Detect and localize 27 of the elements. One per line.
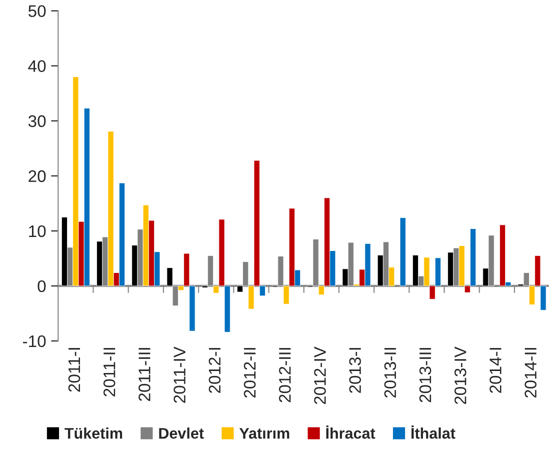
x-tick-label: 2011-I [68, 348, 80, 392]
legend-label: İthalat [411, 426, 456, 439]
bar [400, 217, 406, 286]
x-tick-label: 2012-IV [314, 346, 326, 404]
x-tick-label: 2012-II [244, 348, 256, 398]
y-tick-label: 40 [28, 60, 46, 72]
x-tick-label: 2012-I [208, 348, 221, 393]
legend-label: İhracat [326, 426, 376, 439]
y-tick-label: 30 [28, 115, 46, 128]
legend-label: Tüketim [64, 428, 122, 439]
x-tick-label: 2014-I [490, 348, 502, 393]
x-tick-label: 2014-II [524, 348, 536, 398]
x-tick-label: 2013-I [349, 348, 361, 393]
x-tick-label: 2013-II [384, 348, 396, 398]
x-tick-label: 2011-III [138, 348, 150, 401]
y-tick-label: 50 [28, 5, 46, 18]
y-tick-label: -10 [22, 335, 46, 348]
legend-label: Yatırım [239, 428, 290, 439]
x-tick-label: 2011-II [103, 348, 116, 396]
x-tick-label: 2013-III [419, 348, 432, 402]
legend-label: Devlet [159, 428, 204, 439]
x-tick-label: 2013-IV [454, 346, 466, 404]
x-tick-label: 2012-III [278, 348, 291, 402]
x-tick-label: 2011-IV [174, 346, 186, 403]
y-tick-label: 20 [28, 170, 46, 182]
y-tick-label: 10 [29, 225, 46, 238]
y-tick-label: 0 [38, 280, 46, 292]
